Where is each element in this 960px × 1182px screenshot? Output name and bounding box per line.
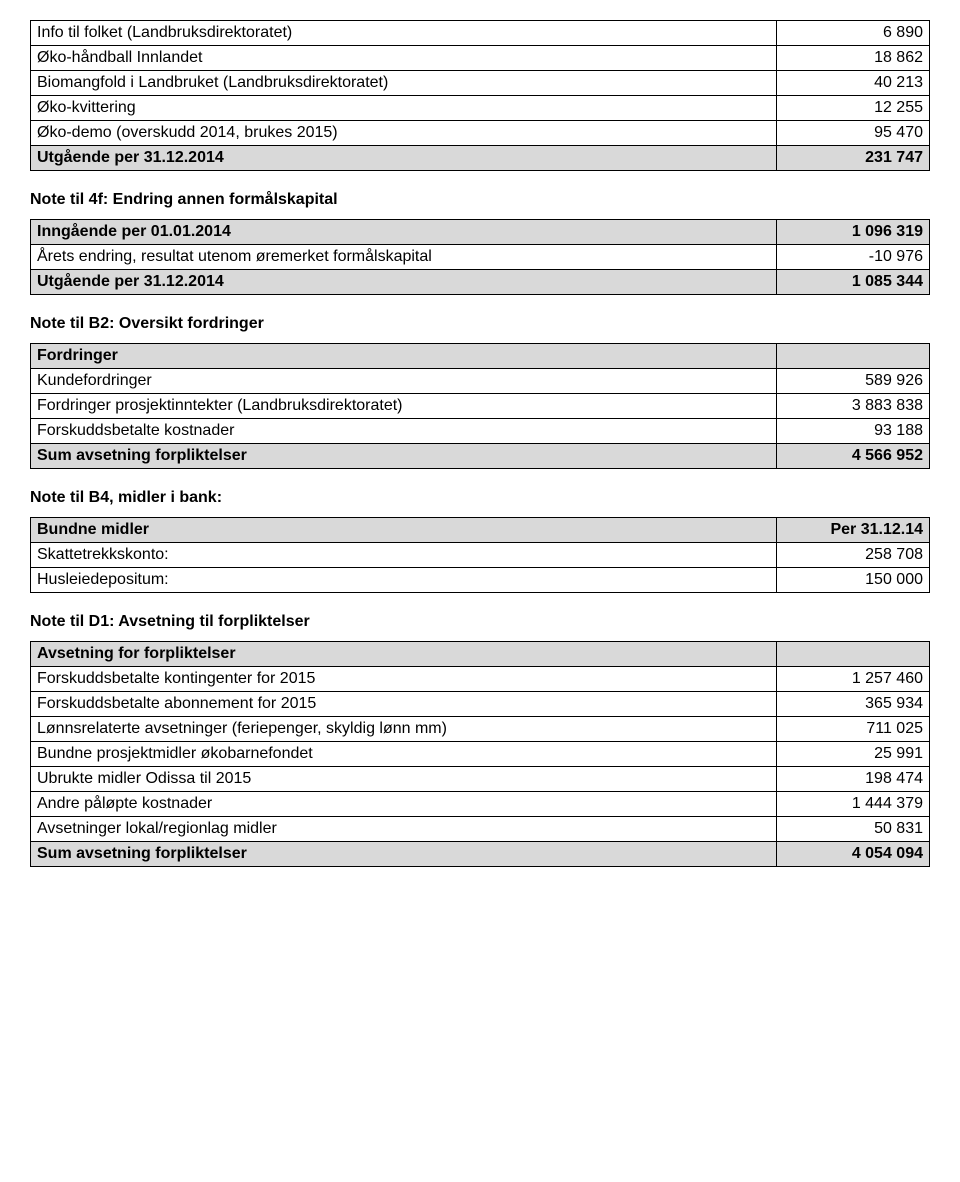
table-a: Info til folket (Landbruksdirektoratet) … <box>30 20 930 171</box>
cell-value: 6 890 <box>777 21 930 46</box>
cell-value: Per 31.12.14 <box>777 518 930 543</box>
cell-value: 231 747 <box>777 146 930 171</box>
cell-label: Biomangfold i Landbruket (Landbruksdirek… <box>31 71 777 96</box>
table-header-row: Fordringer <box>31 344 930 369</box>
cell-label: Andre påløpte kostnader <box>31 792 777 817</box>
cell-label: Fordringer <box>31 344 777 369</box>
table-row: Fordringer prosjektinntekter (Landbruksd… <box>31 394 930 419</box>
table-row: Skattetrekkskonto: 258 708 <box>31 543 930 568</box>
cell-value: 18 862 <box>777 46 930 71</box>
note-4f-table: Inngående per 01.01.2014 1 096 319 Årets… <box>30 219 930 295</box>
cell-value: 4 054 094 <box>777 842 930 867</box>
table-total-row: Utgående per 31.12.2014 231 747 <box>31 146 930 171</box>
table-opening-row: Inngående per 01.01.2014 1 096 319 <box>31 220 930 245</box>
table-total-row: Sum avsetning forpliktelser 4 054 094 <box>31 842 930 867</box>
cell-label: Utgående per 31.12.2014 <box>31 270 777 295</box>
table-row: Øko-håndball Innlandet 18 862 <box>31 46 930 71</box>
table-row: Øko-kvittering 12 255 <box>31 96 930 121</box>
cell-label: Øko-demo (overskudd 2014, brukes 2015) <box>31 121 777 146</box>
cell-label: Fordringer prosjektinntekter (Landbruksd… <box>31 394 777 419</box>
cell-label: Øko-kvittering <box>31 96 777 121</box>
cell-label: Forskuddsbetalte kostnader <box>31 419 777 444</box>
note-b4-table: Bundne midler Per 31.12.14 Skattetrekksk… <box>30 517 930 593</box>
cell-value <box>777 344 930 369</box>
table-header-row: Avsetning for forpliktelser <box>31 642 930 667</box>
table-row: Info til folket (Landbruksdirektoratet) … <box>31 21 930 46</box>
table-row: Husleiedepositum: 150 000 <box>31 568 930 593</box>
note-b4-heading: Note til B4, midler i bank: <box>30 489 930 507</box>
cell-value: 198 474 <box>777 767 930 792</box>
cell-label: Husleiedepositum: <box>31 568 777 593</box>
note-d1-table: Avsetning for forpliktelser Forskuddsbet… <box>30 641 930 867</box>
cell-value: 365 934 <box>777 692 930 717</box>
cell-label: Forskuddsbetalte kontingenter for 2015 <box>31 667 777 692</box>
cell-value: 3 883 838 <box>777 394 930 419</box>
cell-label: Kundefordringer <box>31 369 777 394</box>
cell-value: 25 991 <box>777 742 930 767</box>
table-row: Avsetninger lokal/regionlag midler 50 83… <box>31 817 930 842</box>
cell-value <box>777 642 930 667</box>
cell-label: Årets endring, resultat utenom øremerket… <box>31 245 777 270</box>
cell-value: 1 096 319 <box>777 220 930 245</box>
cell-label: Øko-håndball Innlandet <box>31 46 777 71</box>
cell-label: Lønnsrelaterte avsetninger (feriepenger,… <box>31 717 777 742</box>
note-4f-heading: Note til 4f: Endring annen formålskapita… <box>30 191 930 209</box>
cell-value: 12 255 <box>777 96 930 121</box>
cell-label: Sum avsetning forpliktelser <box>31 444 777 469</box>
table-row: Forskuddsbetalte kontingenter for 2015 1… <box>31 667 930 692</box>
cell-label: Utgående per 31.12.2014 <box>31 146 777 171</box>
cell-value: 150 000 <box>777 568 930 593</box>
cell-value: 40 213 <box>777 71 930 96</box>
cell-value: 4 566 952 <box>777 444 930 469</box>
cell-label: Bundne midler <box>31 518 777 543</box>
cell-label: Ubrukte midler Odissa til 2015 <box>31 767 777 792</box>
cell-value: 95 470 <box>777 121 930 146</box>
table-header-row: Bundne midler Per 31.12.14 <box>31 518 930 543</box>
cell-value: 50 831 <box>777 817 930 842</box>
table-closing-row: Utgående per 31.12.2014 1 085 344 <box>31 270 930 295</box>
cell-label: Info til folket (Landbruksdirektoratet) <box>31 21 777 46</box>
cell-value: 1 085 344 <box>777 270 930 295</box>
cell-label: Skattetrekkskonto: <box>31 543 777 568</box>
cell-label: Bundne prosjektmidler økobarnefondet <box>31 742 777 767</box>
cell-label: Avsetning for forpliktelser <box>31 642 777 667</box>
table-row: Årets endring, resultat utenom øremerket… <box>31 245 930 270</box>
table-row: Forskuddsbetalte abonnement for 2015 365… <box>31 692 930 717</box>
note-d1-heading: Note til D1: Avsetning til forpliktelser <box>30 613 930 631</box>
table-row: Kundefordringer 589 926 <box>31 369 930 394</box>
cell-label: Forskuddsbetalte abonnement for 2015 <box>31 692 777 717</box>
cell-value: 258 708 <box>777 543 930 568</box>
cell-value: 1 444 379 <box>777 792 930 817</box>
table-row: Øko-demo (overskudd 2014, brukes 2015) 9… <box>31 121 930 146</box>
cell-value: -10 976 <box>777 245 930 270</box>
table-row: Bundne prosjektmidler økobarnefondet 25 … <box>31 742 930 767</box>
note-b2-table: Fordringer Kundefordringer 589 926 Fordr… <box>30 343 930 469</box>
cell-label: Inngående per 01.01.2014 <box>31 220 777 245</box>
table-row: Lønnsrelaterte avsetninger (feriepenger,… <box>31 717 930 742</box>
cell-value: 711 025 <box>777 717 930 742</box>
note-b2-heading: Note til B2: Oversikt fordringer <box>30 315 930 333</box>
table-row: Forskuddsbetalte kostnader 93 188 <box>31 419 930 444</box>
table-total-row: Sum avsetning forpliktelser 4 566 952 <box>31 444 930 469</box>
cell-value: 93 188 <box>777 419 930 444</box>
cell-label: Avsetninger lokal/regionlag midler <box>31 817 777 842</box>
cell-label: Sum avsetning forpliktelser <box>31 842 777 867</box>
cell-value: 589 926 <box>777 369 930 394</box>
table-row: Ubrukte midler Odissa til 2015 198 474 <box>31 767 930 792</box>
table-row: Biomangfold i Landbruket (Landbruksdirek… <box>31 71 930 96</box>
table-row: Andre påløpte kostnader 1 444 379 <box>31 792 930 817</box>
cell-value: 1 257 460 <box>777 667 930 692</box>
